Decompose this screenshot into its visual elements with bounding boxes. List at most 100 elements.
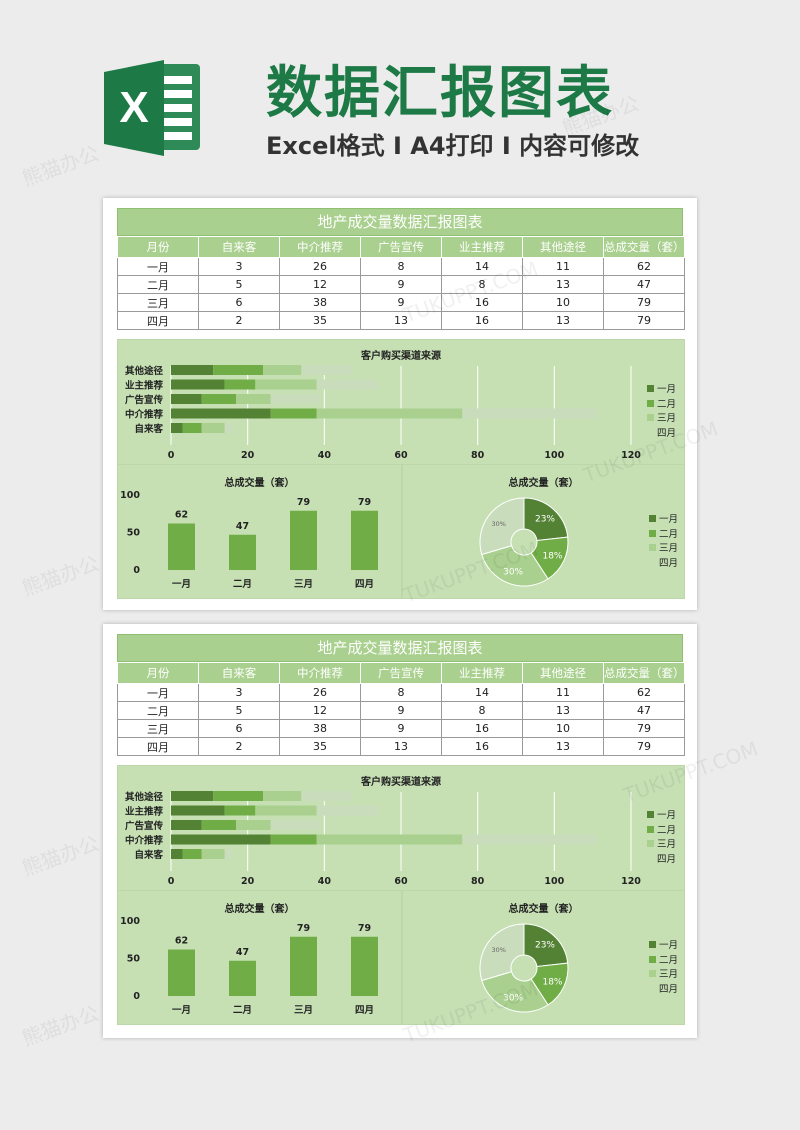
table-row: 四月 2 35 13 16 13 79	[117, 737, 685, 756]
bar-value-label: 62	[175, 936, 188, 947]
channel-source-chart: 客户购买渠道来源 0 20 40 60 80 100 120 其他途径 业主推荐 广告宣传 中介推荐自…	[117, 339, 685, 465]
stacked-bar-segment	[270, 834, 317, 845]
x-category-label: 三月	[294, 579, 313, 590]
x-category-label: 一月	[172, 1005, 191, 1016]
y-category-label: 中介推荐	[125, 835, 164, 847]
x-tick-label: 20	[241, 876, 255, 887]
legend-item: 一月	[647, 383, 676, 398]
x-tick-label: 0	[168, 876, 175, 887]
legend-label: 一月	[657, 384, 677, 395]
table-cell: 2	[198, 311, 280, 330]
bar-value-label: 62	[175, 510, 188, 521]
slice-label: 18%	[542, 551, 562, 561]
table-cell: 35	[279, 311, 361, 330]
legend-label: 一月	[657, 810, 677, 821]
legend-item: 三月	[647, 838, 676, 853]
legend-label: 四月	[659, 557, 679, 569]
bar	[168, 949, 195, 996]
column-header: 总成交量（套）	[603, 662, 685, 684]
doughnut-slice	[479, 497, 525, 556]
table-header-row: 月份 自来客 中介推荐 广告宣传 业主推荐 其他途径 总成交量（套）	[117, 236, 685, 258]
x-tick-label: 80	[471, 450, 485, 461]
y-category-label: 自来客	[134, 423, 163, 435]
chart-legend: 一月 二月 三月 四月	[647, 809, 676, 867]
stacked-bar-segment	[316, 379, 378, 390]
watermark: 熊猫办公	[18, 1000, 103, 1051]
x-tick-label: 120	[621, 450, 641, 461]
stacked-bar-segment	[171, 849, 183, 859]
y-category-label: 业主推荐	[125, 806, 164, 818]
table-cell: 47	[603, 701, 685, 720]
stacked-bar-segment	[270, 820, 321, 830]
table-row: 一月 3 26 8 14 11 62	[117, 683, 685, 702]
stacked-bar-segment	[213, 365, 263, 375]
y-category-label: 中介推荐	[125, 409, 164, 421]
column-header: 其他途径	[522, 236, 604, 258]
table-cell: 10	[522, 719, 604, 738]
doughnut-slice	[479, 923, 525, 982]
legend-swatch	[647, 414, 654, 421]
legend-label: 二月	[657, 398, 677, 410]
column-header: 业主推荐	[441, 662, 523, 684]
table-cell: 9	[360, 701, 442, 720]
chart-legend: 一月 二月 三月 四月	[647, 383, 676, 441]
stacked-bar-segment	[270, 408, 317, 419]
bar-value-label: 47	[236, 521, 249, 532]
x-tick-label: 40	[318, 450, 332, 461]
x-category-label: 四月	[355, 579, 374, 590]
table-cell: 16	[441, 719, 523, 738]
channel-source-chart: 客户购买渠道来源 0 20 40 60 80 100 120 其他途径 业主推荐 广告宣传 中介推荐自…	[117, 765, 685, 891]
legend-swatch	[649, 955, 656, 963]
table-cell: 11	[522, 257, 604, 276]
svg-text:X: X	[119, 83, 148, 132]
x-category-label: 一月	[172, 579, 191, 590]
table-cell: 79	[603, 719, 685, 738]
report-page-1: 地产成交量数据汇报图表 月份 自来客 中介推荐 广告宣传 业主推荐 其他途径 总成交量（套）一…	[103, 198, 697, 610]
table-cell: 79	[603, 311, 685, 330]
x-tick-label: 80	[471, 876, 485, 887]
stacked-bar-segment	[171, 365, 214, 375]
legend-item: 二月	[649, 954, 678, 969]
legend-swatch	[647, 385, 654, 392]
doughnut-slice	[523, 923, 569, 968]
table-cell: 13	[522, 737, 604, 756]
bar-value-label: 79	[358, 497, 371, 508]
doughnut-slice	[481, 971, 549, 1013]
table-cell: 13	[522, 701, 604, 720]
table-cell: 79	[603, 737, 685, 756]
stacked-bar-segment	[201, 849, 225, 859]
stacked-bar-segment	[171, 379, 225, 390]
legend-swatch	[649, 544, 656, 551]
total-volume-bar-plot: 0 50 100 62 一月 47 二月 79 三月 79 四月	[120, 490, 378, 590]
y-category-label: 广告宣传	[125, 394, 164, 406]
legend-label: 三月	[657, 413, 677, 424]
report-sheet: 地产成交量数据汇报图表 月份 自来客 中介推荐 广告宣传 业主推荐 其他途径 总成交量（套）一…	[117, 634, 685, 1025]
doughnut-plot: 23% 18% 30% 30%	[479, 923, 569, 1013]
table-cell: 6	[198, 719, 280, 738]
table-cell: 38	[279, 719, 361, 738]
legend-item: 一月	[649, 513, 678, 528]
bar-value-label: 47	[236, 947, 249, 958]
table-cell: 5	[198, 275, 280, 294]
table-cell: 三月	[117, 719, 199, 738]
x-tick-label: 120	[621, 876, 641, 887]
x-tick-label: 100	[544, 876, 564, 887]
table-row: 四月 2 35 13 16 13 79	[117, 311, 685, 330]
stacked-bar-segment	[301, 365, 352, 375]
stacked-bar-segment	[182, 423, 202, 433]
stacked-bar-segment	[171, 394, 202, 404]
bar-value-label: 79	[358, 923, 371, 934]
chart-title: 客户购买渠道来源	[361, 777, 441, 788]
chart-title: 总成交量（套）	[508, 904, 579, 915]
column-header: 自来客	[198, 662, 280, 684]
legend-swatch	[649, 515, 656, 522]
legend-item: 四月	[649, 557, 678, 572]
chart-title: 总成交量（套）	[224, 478, 295, 489]
legend-label: 三月	[659, 969, 679, 980]
slice-label: 30%	[503, 568, 523, 578]
chart-title: 总成交量（套）	[508, 478, 579, 489]
stacked-bar-segment	[201, 820, 237, 830]
bar	[168, 523, 195, 570]
stacked-bar-segment	[224, 423, 233, 433]
bar	[229, 960, 256, 996]
